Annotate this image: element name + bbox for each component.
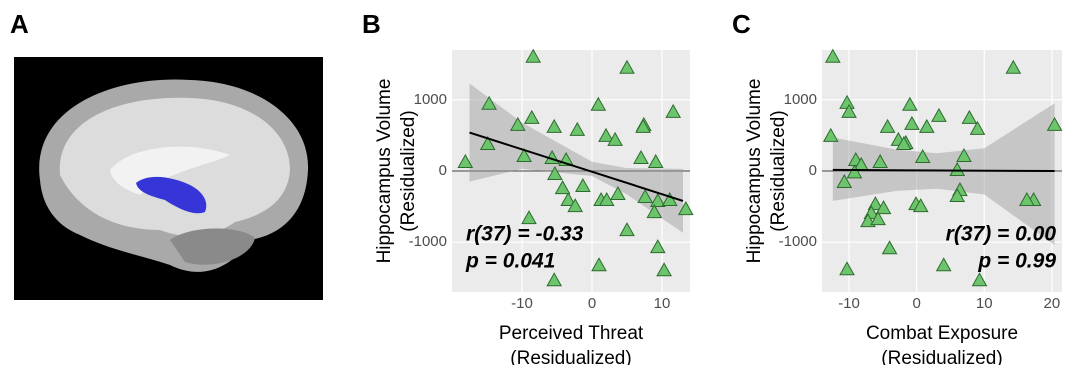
x-axis-title: Perceived Threat (499, 323, 644, 344)
y-tick-label: 1000 (414, 91, 447, 108)
x-tick-label: 10 (976, 295, 993, 312)
panel-label: A (10, 9, 29, 39)
x-tick-label: 0 (912, 295, 920, 312)
x-axis-title: (Residualized) (881, 348, 1002, 365)
y-tick-label: -1000 (779, 233, 817, 250)
y-tick-label: -1000 (409, 233, 447, 250)
annotation: r(37) = -0.33 (466, 223, 584, 246)
y-tick-label: 1000 (784, 91, 817, 108)
x-tick-label: 0 (588, 295, 596, 312)
y-tick-label: 0 (809, 162, 817, 179)
x-tick-label: -10 (511, 295, 533, 312)
y-axis-title: (Residualized) (768, 110, 789, 231)
annotation: p = 0.041 (465, 250, 555, 273)
x-axis-title: (Residualized) (510, 348, 631, 365)
x-tick-label: -10 (838, 295, 860, 312)
y-axis-title: (Residualized) (398, 110, 419, 231)
figure: A B C -100001000-10010r(37) = -0.33p = 0… (0, 0, 1075, 365)
x-axis-title: Combat Exposure (866, 323, 1018, 344)
y-axis-title: Hippocampus Volume (744, 79, 765, 264)
panel-label: B (362, 9, 381, 39)
x-tick-label: 10 (654, 295, 671, 312)
y-tick-label: 0 (439, 162, 447, 179)
annotation: r(37) = 0.00 (946, 223, 1057, 246)
panel-label: C (732, 9, 751, 39)
brain-image (14, 57, 323, 300)
y-axis-title: Hippocampus Volume (374, 79, 395, 264)
annotation: p = 0.99 (977, 250, 1056, 273)
fit-line (833, 170, 1055, 171)
x-tick-label: 20 (1044, 295, 1061, 312)
